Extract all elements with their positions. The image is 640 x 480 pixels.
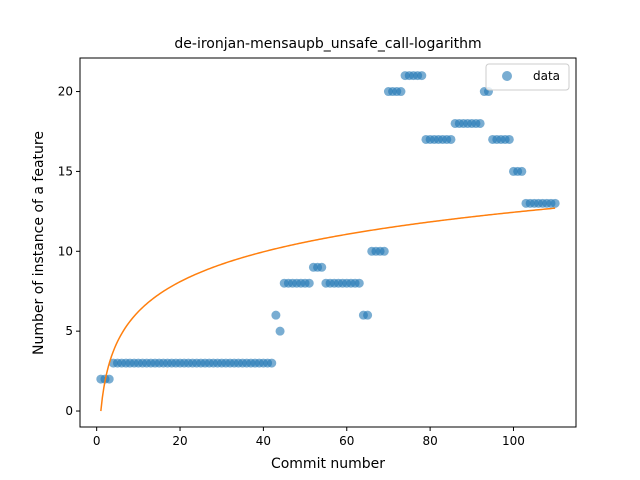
y-tick-label: 15	[58, 164, 73, 178]
x-axis-label: Commit number	[271, 456, 385, 472]
legend-label-data: data	[533, 69, 560, 83]
data-point	[304, 278, 314, 288]
x-tick-label: 20	[172, 434, 187, 448]
data-point	[317, 262, 327, 272]
data-point	[354, 278, 364, 288]
data-point	[275, 326, 285, 336]
data-point	[475, 118, 485, 128]
legend-marker-data	[502, 71, 512, 81]
data-point	[396, 87, 406, 97]
x-tick-label: 40	[256, 434, 271, 448]
legend-box	[485, 63, 570, 91]
chart-title: de-ironjan-mensaupb_unsafe_call-logarith…	[174, 36, 481, 52]
legend: data	[485, 63, 570, 91]
data-point	[363, 310, 373, 320]
data-point	[104, 374, 114, 384]
x-tick-label: 80	[422, 434, 437, 448]
y-axis-label: Number of instance of a feature	[31, 131, 47, 355]
data-point	[550, 198, 560, 208]
x-tick-label: 100	[502, 434, 525, 448]
y-tick-label: 20	[58, 85, 73, 99]
y-tick-label: 10	[58, 244, 73, 258]
data-point	[446, 134, 456, 144]
y-tick-label: 5	[65, 324, 73, 338]
x-tick-label: 60	[339, 434, 354, 448]
plot-area	[96, 71, 560, 412]
data-point	[271, 310, 281, 320]
axes: 0 20 40 60 80 100 0 5 10 15 20	[58, 57, 577, 448]
x-tick-label: 0	[93, 434, 101, 448]
data-point	[379, 246, 389, 256]
y-tick-label: 0	[65, 404, 73, 418]
data-point	[504, 134, 514, 144]
fit-line	[100, 207, 556, 412]
data-point	[417, 71, 427, 81]
data-point	[517, 166, 527, 176]
data-point	[267, 358, 277, 368]
axes-frame	[79, 57, 577, 428]
